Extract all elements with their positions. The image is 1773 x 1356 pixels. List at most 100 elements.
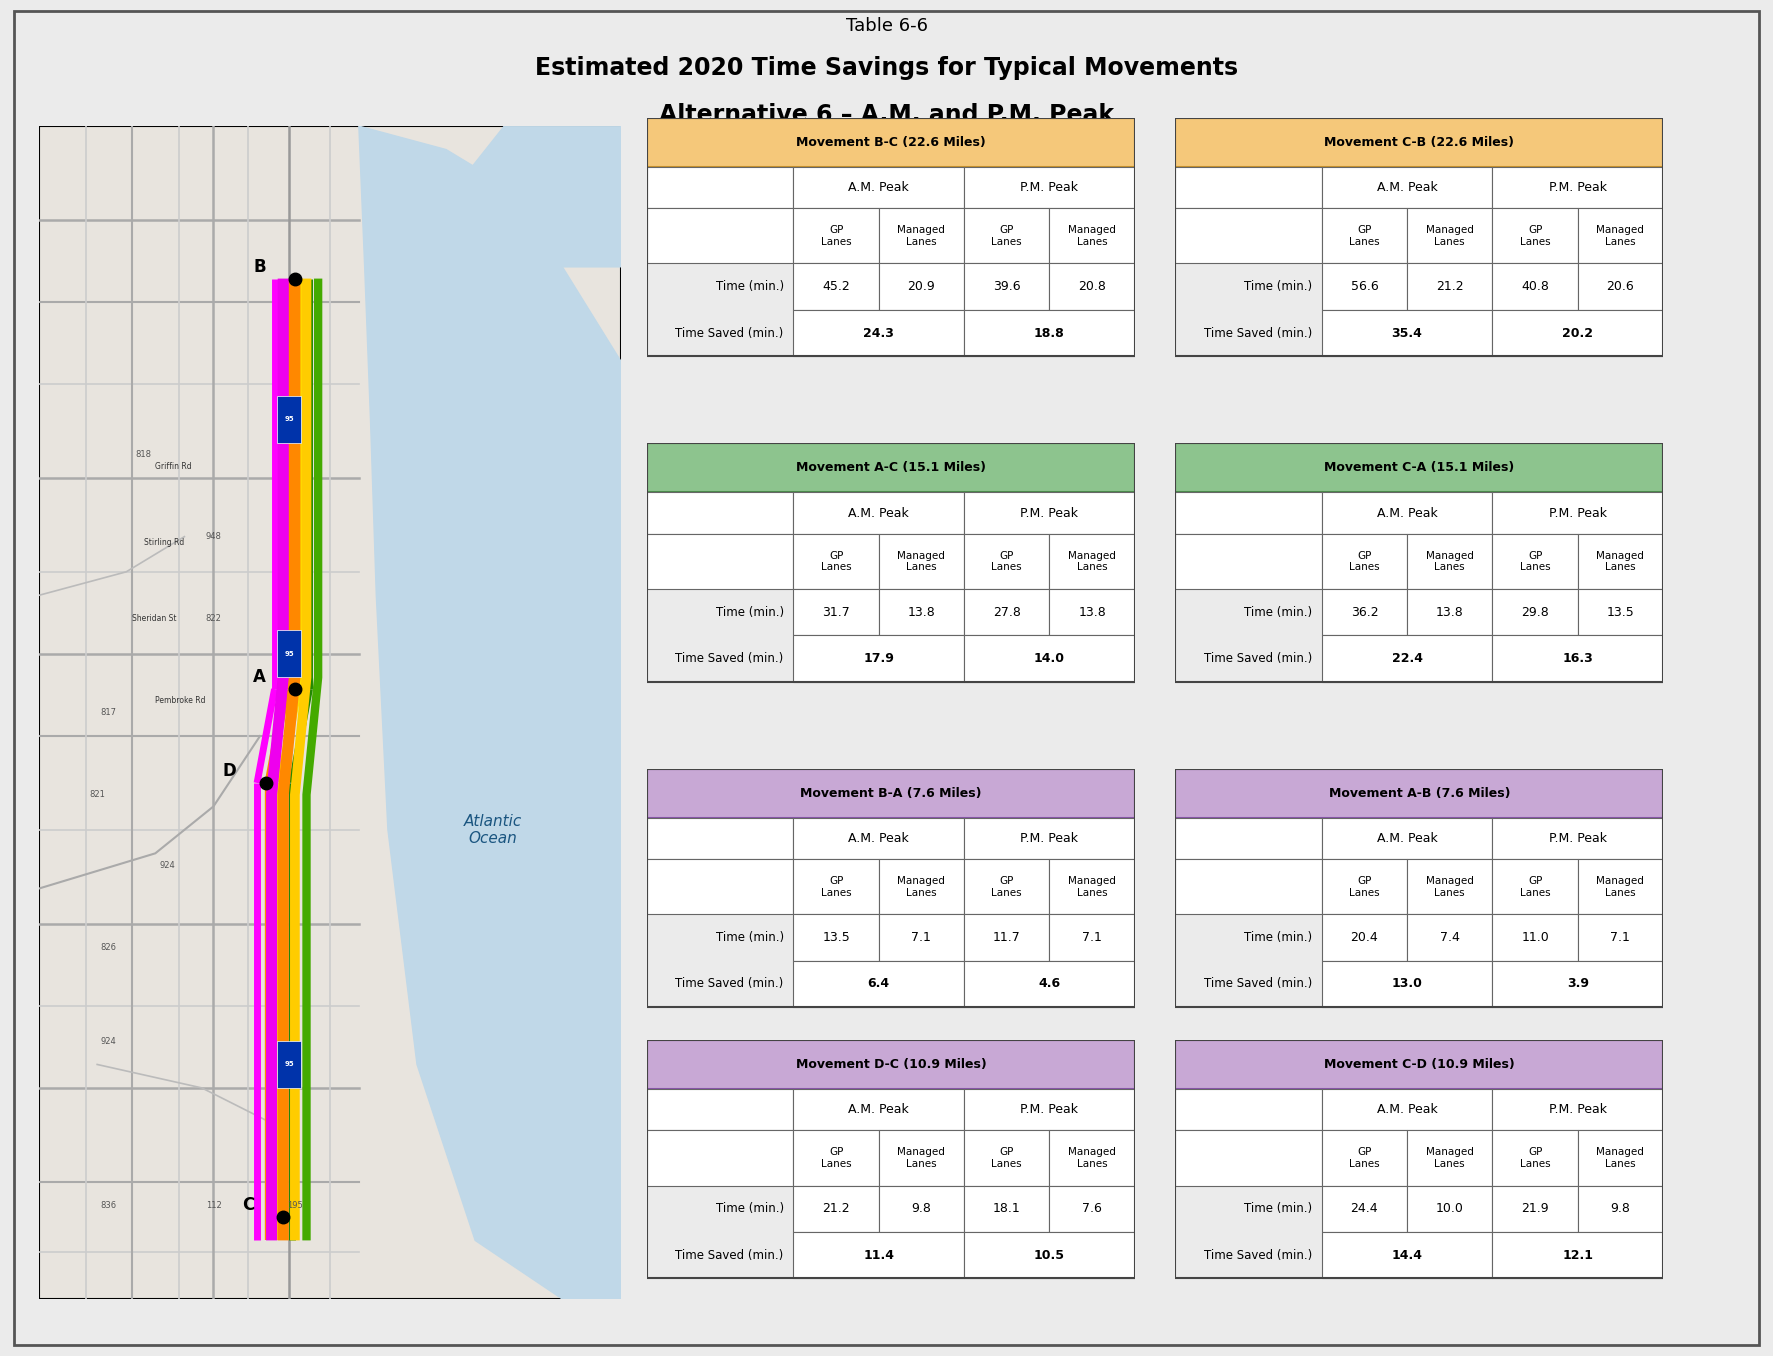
Bar xyxy=(1578,860,1663,914)
Text: Estimated 2020 Time Savings for Typical Movements: Estimated 2020 Time Savings for Typical … xyxy=(535,56,1238,80)
Bar xyxy=(1175,118,1663,167)
Text: Time Saved (min.): Time Saved (min.) xyxy=(1204,978,1312,990)
Bar xyxy=(1493,1185,1578,1233)
Bar xyxy=(879,589,965,636)
Bar xyxy=(794,1131,879,1185)
Text: Time (min.): Time (min.) xyxy=(716,281,784,293)
Bar xyxy=(1175,1089,1323,1131)
Text: A.M. Peak: A.M. Peak xyxy=(1376,507,1438,519)
Bar xyxy=(1323,961,1493,1008)
Bar xyxy=(1323,1089,1493,1131)
Bar xyxy=(1175,1040,1663,1089)
Text: 20.4: 20.4 xyxy=(1351,932,1378,944)
Text: Time Saved (min.): Time Saved (min.) xyxy=(1204,1249,1312,1261)
Text: Movement A-C (15.1 Miles): Movement A-C (15.1 Miles) xyxy=(796,461,986,475)
Text: 826: 826 xyxy=(101,942,117,952)
Text: P.M. Peak: P.M. Peak xyxy=(1550,1104,1606,1116)
Text: Managed
Lanes: Managed Lanes xyxy=(1425,225,1473,247)
Text: Managed
Lanes: Managed Lanes xyxy=(1596,876,1644,898)
Bar xyxy=(647,167,794,209)
Bar xyxy=(794,1089,965,1131)
Bar xyxy=(965,209,1050,263)
Text: A.M. Peak: A.M. Peak xyxy=(1376,1104,1438,1116)
Text: 112: 112 xyxy=(206,1200,222,1210)
Text: Griffin Rd: Griffin Rd xyxy=(156,462,191,471)
Bar xyxy=(1323,492,1493,534)
Bar xyxy=(965,311,1135,357)
Bar xyxy=(1493,534,1578,589)
Polygon shape xyxy=(434,126,621,267)
Bar xyxy=(965,1089,1135,1131)
Text: A.M. Peak: A.M. Peak xyxy=(847,1104,910,1116)
Text: D: D xyxy=(223,762,238,780)
Bar xyxy=(1493,167,1663,209)
Text: P.M. Peak: P.M. Peak xyxy=(1021,1104,1078,1116)
Text: P.M. Peak: P.M. Peak xyxy=(1550,507,1606,519)
Bar xyxy=(1493,311,1663,357)
Bar xyxy=(1323,914,1408,961)
Text: 39.6: 39.6 xyxy=(993,281,1021,293)
Bar xyxy=(879,1131,965,1185)
Text: 7.1: 7.1 xyxy=(911,932,931,944)
Text: Time Saved (min.): Time Saved (min.) xyxy=(676,978,784,990)
Text: Time Saved (min.): Time Saved (min.) xyxy=(676,1249,784,1261)
Text: 13.8: 13.8 xyxy=(1078,606,1106,618)
Text: GP
Lanes: GP Lanes xyxy=(1349,551,1379,572)
Text: 924: 924 xyxy=(160,861,176,869)
Text: 29.8: 29.8 xyxy=(1521,606,1550,618)
Bar xyxy=(1493,263,1578,311)
Bar xyxy=(277,1041,301,1088)
Text: A: A xyxy=(254,669,266,686)
Text: 20.8: 20.8 xyxy=(1078,281,1106,293)
Bar xyxy=(965,263,1050,311)
Text: GP
Lanes: GP Lanes xyxy=(821,225,851,247)
Bar xyxy=(647,769,1135,818)
Text: 13.0: 13.0 xyxy=(1392,978,1422,990)
Bar xyxy=(879,1185,965,1233)
Polygon shape xyxy=(358,126,621,1299)
Bar xyxy=(1493,209,1578,263)
Bar xyxy=(1175,534,1323,589)
Text: GP
Lanes: GP Lanes xyxy=(991,876,1021,898)
Bar xyxy=(1408,589,1493,636)
Bar xyxy=(1493,589,1578,636)
Text: 7.4: 7.4 xyxy=(1440,932,1459,944)
Bar xyxy=(965,492,1135,534)
Bar xyxy=(1175,492,1323,534)
Text: GP
Lanes: GP Lanes xyxy=(821,1147,851,1169)
Text: Time Saved (min.): Time Saved (min.) xyxy=(676,652,784,664)
Text: A.M. Peak: A.M. Peak xyxy=(847,833,910,845)
Text: GP
Lanes: GP Lanes xyxy=(991,551,1021,572)
Text: Managed
Lanes: Managed Lanes xyxy=(897,225,945,247)
Text: Time (min.): Time (min.) xyxy=(1245,1203,1312,1215)
Bar xyxy=(1175,769,1663,818)
Text: 836: 836 xyxy=(101,1200,117,1210)
Bar xyxy=(1493,818,1663,860)
Bar xyxy=(794,492,965,534)
Text: 22.4: 22.4 xyxy=(1392,652,1422,664)
Text: Movement C-D (10.9 Miles): Movement C-D (10.9 Miles) xyxy=(1324,1058,1514,1071)
Text: GP
Lanes: GP Lanes xyxy=(1349,225,1379,247)
Bar xyxy=(965,1131,1050,1185)
Text: Time Saved (min.): Time Saved (min.) xyxy=(1204,652,1312,664)
Text: 4.6: 4.6 xyxy=(1039,978,1060,990)
Text: 7.1: 7.1 xyxy=(1610,932,1631,944)
Text: 10.0: 10.0 xyxy=(1436,1203,1464,1215)
Text: 13.5: 13.5 xyxy=(823,932,849,944)
Text: Managed
Lanes: Managed Lanes xyxy=(1425,876,1473,898)
Bar xyxy=(1175,443,1663,492)
Bar xyxy=(1493,492,1663,534)
Text: 56.6: 56.6 xyxy=(1351,281,1378,293)
Text: GP
Lanes: GP Lanes xyxy=(991,225,1021,247)
Bar xyxy=(1578,1131,1663,1185)
Text: 20.6: 20.6 xyxy=(1606,281,1635,293)
Bar xyxy=(1578,1185,1663,1233)
Bar xyxy=(647,1131,794,1185)
Text: P.M. Peak: P.M. Peak xyxy=(1021,182,1078,194)
Bar xyxy=(1408,914,1493,961)
Bar xyxy=(1050,534,1135,589)
Bar xyxy=(1323,860,1408,914)
Bar xyxy=(794,263,879,311)
Text: 11.0: 11.0 xyxy=(1521,932,1550,944)
Text: Movement C-A (15.1 Miles): Movement C-A (15.1 Miles) xyxy=(1324,461,1514,475)
